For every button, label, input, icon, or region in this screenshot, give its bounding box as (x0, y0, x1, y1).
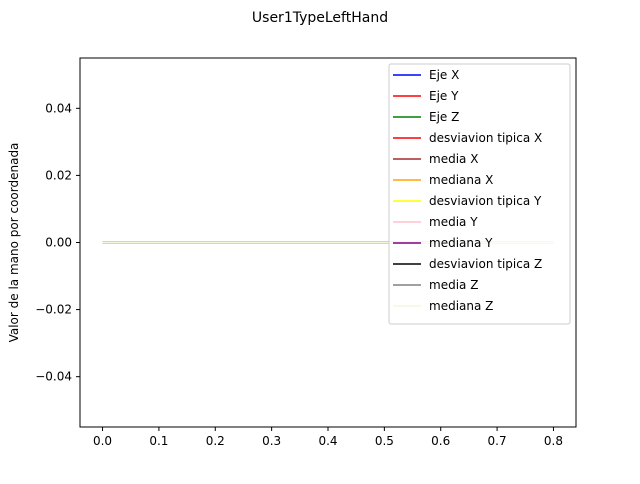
x-tick-label: 0.2 (206, 434, 225, 448)
x-tick-label: 0.7 (488, 434, 507, 448)
y-tick-label: −0.04 (35, 370, 72, 384)
y-tick-label: 0.04 (45, 101, 72, 115)
x-tick-label: 0.8 (544, 434, 563, 448)
legend-label: Eje Z (429, 110, 459, 124)
y-tick-label: −0.02 (35, 303, 72, 317)
y-axis-ticks: −0.04 −0.02 0.00 0.02 0.04 (35, 101, 80, 384)
legend-label: mediana Z (429, 299, 493, 313)
x-tick-label: 0.4 (318, 434, 337, 448)
chart-title: User1TypeLeftHand (252, 10, 388, 26)
legend: Eje X Eje Y Eje Z desviavion tipica X media … (388, 63, 571, 325)
legend-label: desviavion tipica Z (429, 257, 542, 271)
legend-label: media X (429, 152, 478, 166)
legend-label: desviavion tipica X (429, 131, 542, 145)
legend-label: media Y (429, 215, 478, 229)
legend-label: mediana Y (429, 236, 493, 250)
x-axis-ticks: 0.0 0.1 0.2 0.3 0.4 0.5 0.6 0.7 0.8 (93, 427, 563, 448)
x-tick-label: 0.0 (93, 434, 112, 448)
y-tick-label: 0.00 (45, 236, 72, 250)
x-tick-label: 0.1 (149, 434, 168, 448)
x-tick-label: 0.5 (375, 434, 394, 448)
legend-label: media Z (429, 278, 478, 292)
legend-box (388, 63, 571, 325)
x-tick-label: 0.3 (262, 434, 281, 448)
legend-label: Eje Y (429, 89, 459, 103)
x-tick-label: 0.6 (431, 434, 450, 448)
y-axis-label: Valor de la mano por coordenada (7, 143, 21, 343)
legend-label: Eje X (429, 68, 459, 82)
legend-label: mediana X (429, 173, 493, 187)
y-tick-label: 0.02 (45, 168, 72, 182)
plot-frame (79, 57, 577, 428)
legend-label: desviavion tipica Y (429, 194, 542, 208)
